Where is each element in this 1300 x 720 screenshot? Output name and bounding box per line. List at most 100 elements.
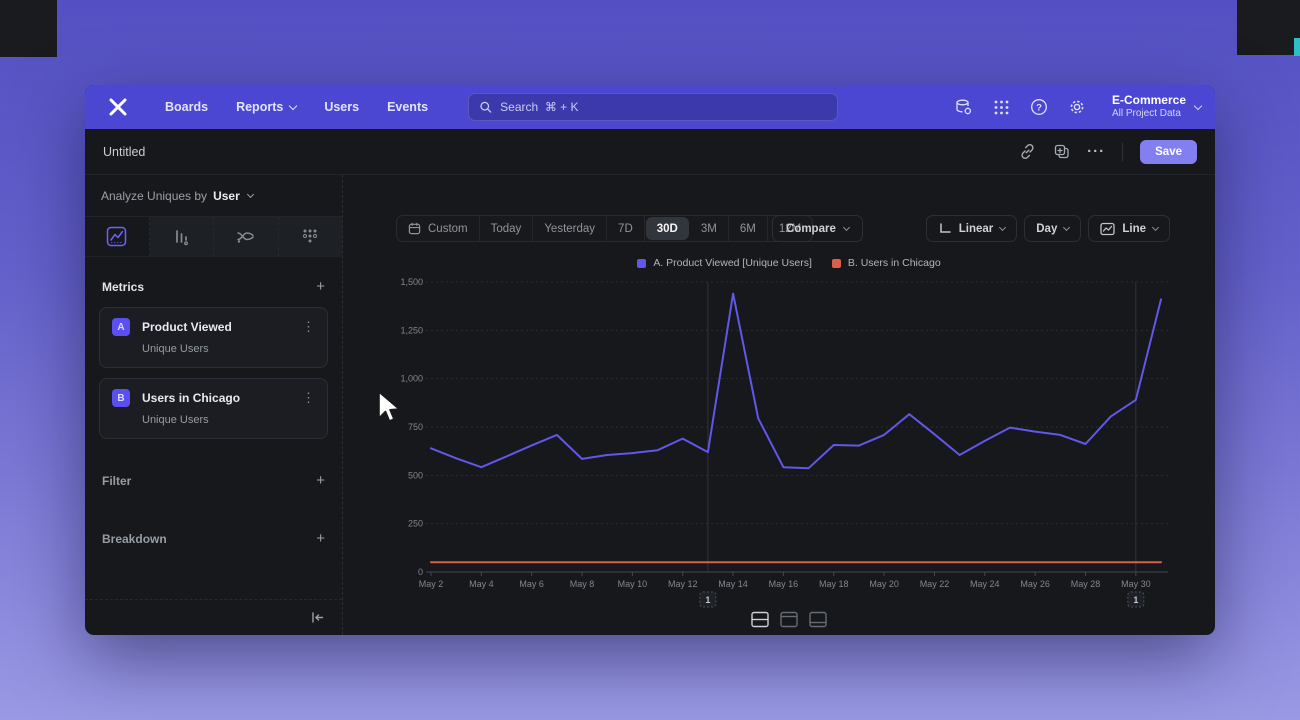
- kebab-menu-icon[interactable]: ⋮: [302, 390, 315, 405]
- annotation-badge-label: 1: [705, 595, 710, 605]
- nav-item-label: Boards: [165, 100, 209, 114]
- global-search[interactable]: [468, 93, 838, 121]
- nav-item-label: Users: [324, 100, 360, 114]
- mixpanel-logo-icon[interactable]: [107, 96, 129, 118]
- y-axis-tick-label: 1,250: [400, 325, 423, 335]
- chevron-down-icon: [1151, 223, 1160, 231]
- date-range-3m[interactable]: 3M: [690, 216, 729, 241]
- nav-item-label: Events: [387, 100, 429, 114]
- interval-label: Day: [1036, 222, 1058, 235]
- legend-swatch: [637, 258, 647, 268]
- legend-item-a[interactable]: A. Product Viewed [Unique Users]: [637, 257, 812, 269]
- scale-label: Linear: [958, 222, 994, 235]
- x-axis-tick-label: May 20: [869, 579, 899, 589]
- chevron-down-icon: [1063, 223, 1071, 231]
- x-axis-tick-label: May 16: [769, 579, 799, 589]
- date-range-30d[interactable]: 30D: [645, 217, 689, 240]
- nav-item-users[interactable]: Users: [310, 100, 373, 114]
- report-title[interactable]: Untitled: [103, 144, 146, 159]
- apps-grid-icon[interactable]: [992, 98, 1011, 117]
- linear-axis-icon: [939, 223, 951, 233]
- metric-card-row: B Users in Chicago ⋮: [112, 389, 315, 407]
- annotation-badge-label: 1: [1133, 595, 1138, 605]
- y-axis-tick-label: 1,000: [400, 374, 423, 384]
- y-axis-tick-label: 250: [408, 519, 423, 529]
- view-layout-toggles: [399, 611, 1179, 628]
- svg-text:?: ?: [1037, 103, 1043, 114]
- chevron-down-icon: [1193, 101, 1203, 110]
- project-selector[interactable]: E-Commerce All Project Data: [1111, 93, 1203, 121]
- date-range-yesterday[interactable]: Yesterday: [533, 216, 608, 241]
- app-window: Boards Reports Users Events: [85, 85, 1215, 635]
- y-axis-tick-label: 1,500: [400, 277, 423, 287]
- x-axis-tick-label: May 10: [618, 579, 648, 589]
- search-input[interactable]: [500, 100, 827, 114]
- date-range-label: Yesterday: [544, 222, 596, 235]
- x-axis-tick-label: May 8: [570, 579, 595, 589]
- metric-card-row: A Product Viewed ⋮: [112, 318, 315, 336]
- interval-dropdown[interactable]: Day: [1024, 215, 1082, 242]
- scale-dropdown[interactable]: Linear: [925, 215, 1018, 242]
- tab-insights[interactable]: [85, 217, 150, 256]
- tab-flows[interactable]: [214, 217, 279, 256]
- more-options-icon[interactable]: ···: [1087, 142, 1106, 160]
- date-range-6m[interactable]: 6M: [729, 216, 768, 241]
- collapse-sidebar-icon[interactable]: [310, 610, 325, 625]
- annotation-badge[interactable]: [1127, 591, 1145, 608]
- search-icon: [480, 101, 492, 113]
- top-navbar: Boards Reports Users Events: [85, 85, 1215, 129]
- line-chart-icon: [1100, 222, 1116, 235]
- project-name: E-Commerce: [1111, 93, 1186, 108]
- date-range-today[interactable]: Today: [480, 216, 534, 241]
- nav-item-events[interactable]: Events: [373, 100, 442, 114]
- filter-section-header: Filter +: [85, 472, 342, 489]
- legend-item-b[interactable]: B. Users in Chicago: [831, 257, 941, 269]
- chart-controls-row: Custom Today Yesterday 7D 30D 3M 6M 12M Compare…: [344, 215, 1215, 242]
- add-metric-button[interactable]: +: [316, 278, 325, 295]
- analyze-by-dropdown[interactable]: User: [213, 188, 240, 203]
- x-axis-tick-label: May 22: [920, 579, 950, 589]
- help-icon[interactable]: ?: [1030, 98, 1049, 117]
- tab-funnels-bars[interactable]: [149, 217, 214, 256]
- background-teal-sliver: [1294, 38, 1300, 56]
- add-breakdown-button[interactable]: +: [316, 530, 325, 547]
- data-management-icon[interactable]: [954, 98, 973, 117]
- add-filter-button[interactable]: +: [316, 472, 325, 489]
- x-axis-tick-label: May 4: [469, 579, 494, 589]
- duplicate-icon[interactable]: [1053, 143, 1070, 160]
- metric-card-b[interactable]: B Users in Chicago ⋮ Unique Users: [99, 378, 328, 439]
- x-axis-tick-label: May 6: [519, 579, 544, 589]
- toolbar-divider: [1122, 142, 1124, 161]
- background-corner-top-right: [1237, 0, 1300, 55]
- x-axis-tick-label: May 30: [1121, 579, 1151, 589]
- chart-type-dropdown[interactable]: Line: [1088, 215, 1170, 242]
- date-range-12m[interactable]: 12M: [768, 216, 812, 241]
- tab-retention[interactable]: [278, 217, 342, 256]
- layout-bottom-bar-icon[interactable]: [808, 611, 828, 628]
- legend-label: B. Users in Chicago: [847, 257, 941, 269]
- annotation-badge[interactable]: [699, 591, 717, 608]
- date-range-7d[interactable]: 7D: [607, 216, 645, 241]
- date-range-label: 7D: [618, 222, 633, 235]
- metric-name: Users in Chicago: [142, 391, 241, 405]
- kebab-menu-icon[interactable]: ⋮: [302, 319, 315, 334]
- report-type-tabs: [85, 217, 342, 257]
- chart-type-label: Line: [1122, 222, 1146, 235]
- save-button[interactable]: Save: [1140, 139, 1197, 164]
- layout-split-icon[interactable]: [750, 611, 770, 628]
- series-line-a[interactable]: [430, 292, 1162, 470]
- chevron-down-icon: [246, 190, 254, 198]
- date-range-custom[interactable]: Custom: [397, 216, 480, 241]
- metric-card-a[interactable]: A Product Viewed ⋮ Unique Users: [99, 307, 328, 368]
- nav-item-reports[interactable]: Reports: [222, 100, 310, 114]
- nav-item-boards[interactable]: Boards: [151, 100, 222, 114]
- layout-top-bar-icon[interactable]: [779, 611, 799, 628]
- compare-dropdown[interactable]: Compare: [772, 215, 863, 242]
- metric-subtitle: Unique Users: [142, 343, 209, 355]
- settings-gear-icon[interactable]: [1068, 98, 1087, 117]
- share-link-icon[interactable]: [1019, 143, 1036, 160]
- x-axis-tick-label: May 26: [1020, 579, 1050, 589]
- x-axis-tick-label: May 14: [718, 579, 748, 589]
- x-axis-tick-label: May 2: [419, 579, 444, 589]
- nav-menu: Boards Reports Users Events: [151, 100, 442, 114]
